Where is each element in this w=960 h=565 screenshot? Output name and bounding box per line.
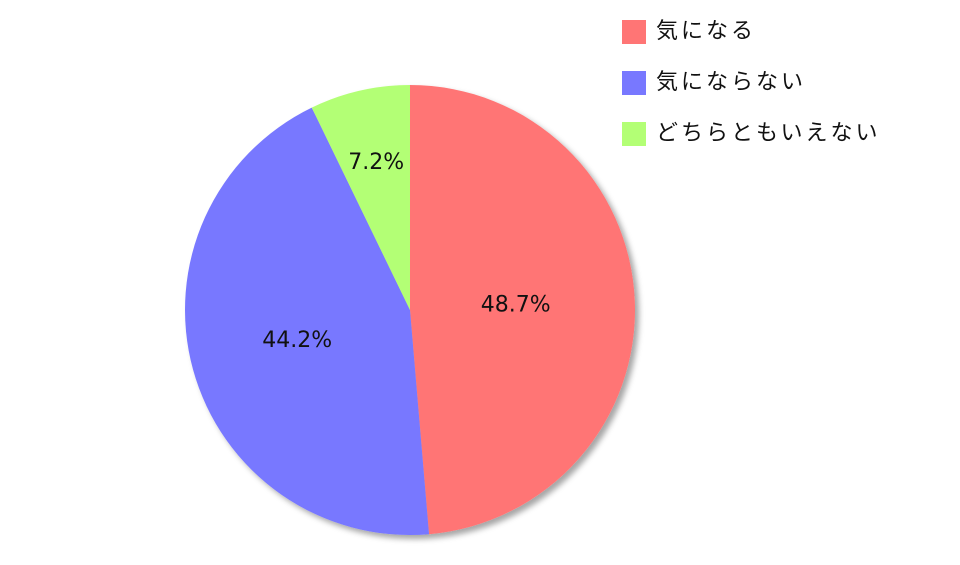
legend-swatch: [622, 122, 646, 146]
legend-label: 気にならない: [656, 70, 806, 95]
legend-label: 気になる: [656, 19, 756, 44]
value-label: 7.2%: [348, 150, 404, 175]
value-label: 48.7%: [481, 293, 551, 318]
legend-swatch: [622, 71, 646, 95]
pie-slice: [311, 85, 410, 310]
pie-slice: [410, 85, 636, 535]
legend-label: どちらともいえない: [656, 121, 881, 146]
pie: [184, 85, 636, 536]
pie-slice: [184, 107, 430, 536]
legend-swatch: [622, 20, 646, 44]
value-label: 44.2%: [262, 328, 332, 353]
